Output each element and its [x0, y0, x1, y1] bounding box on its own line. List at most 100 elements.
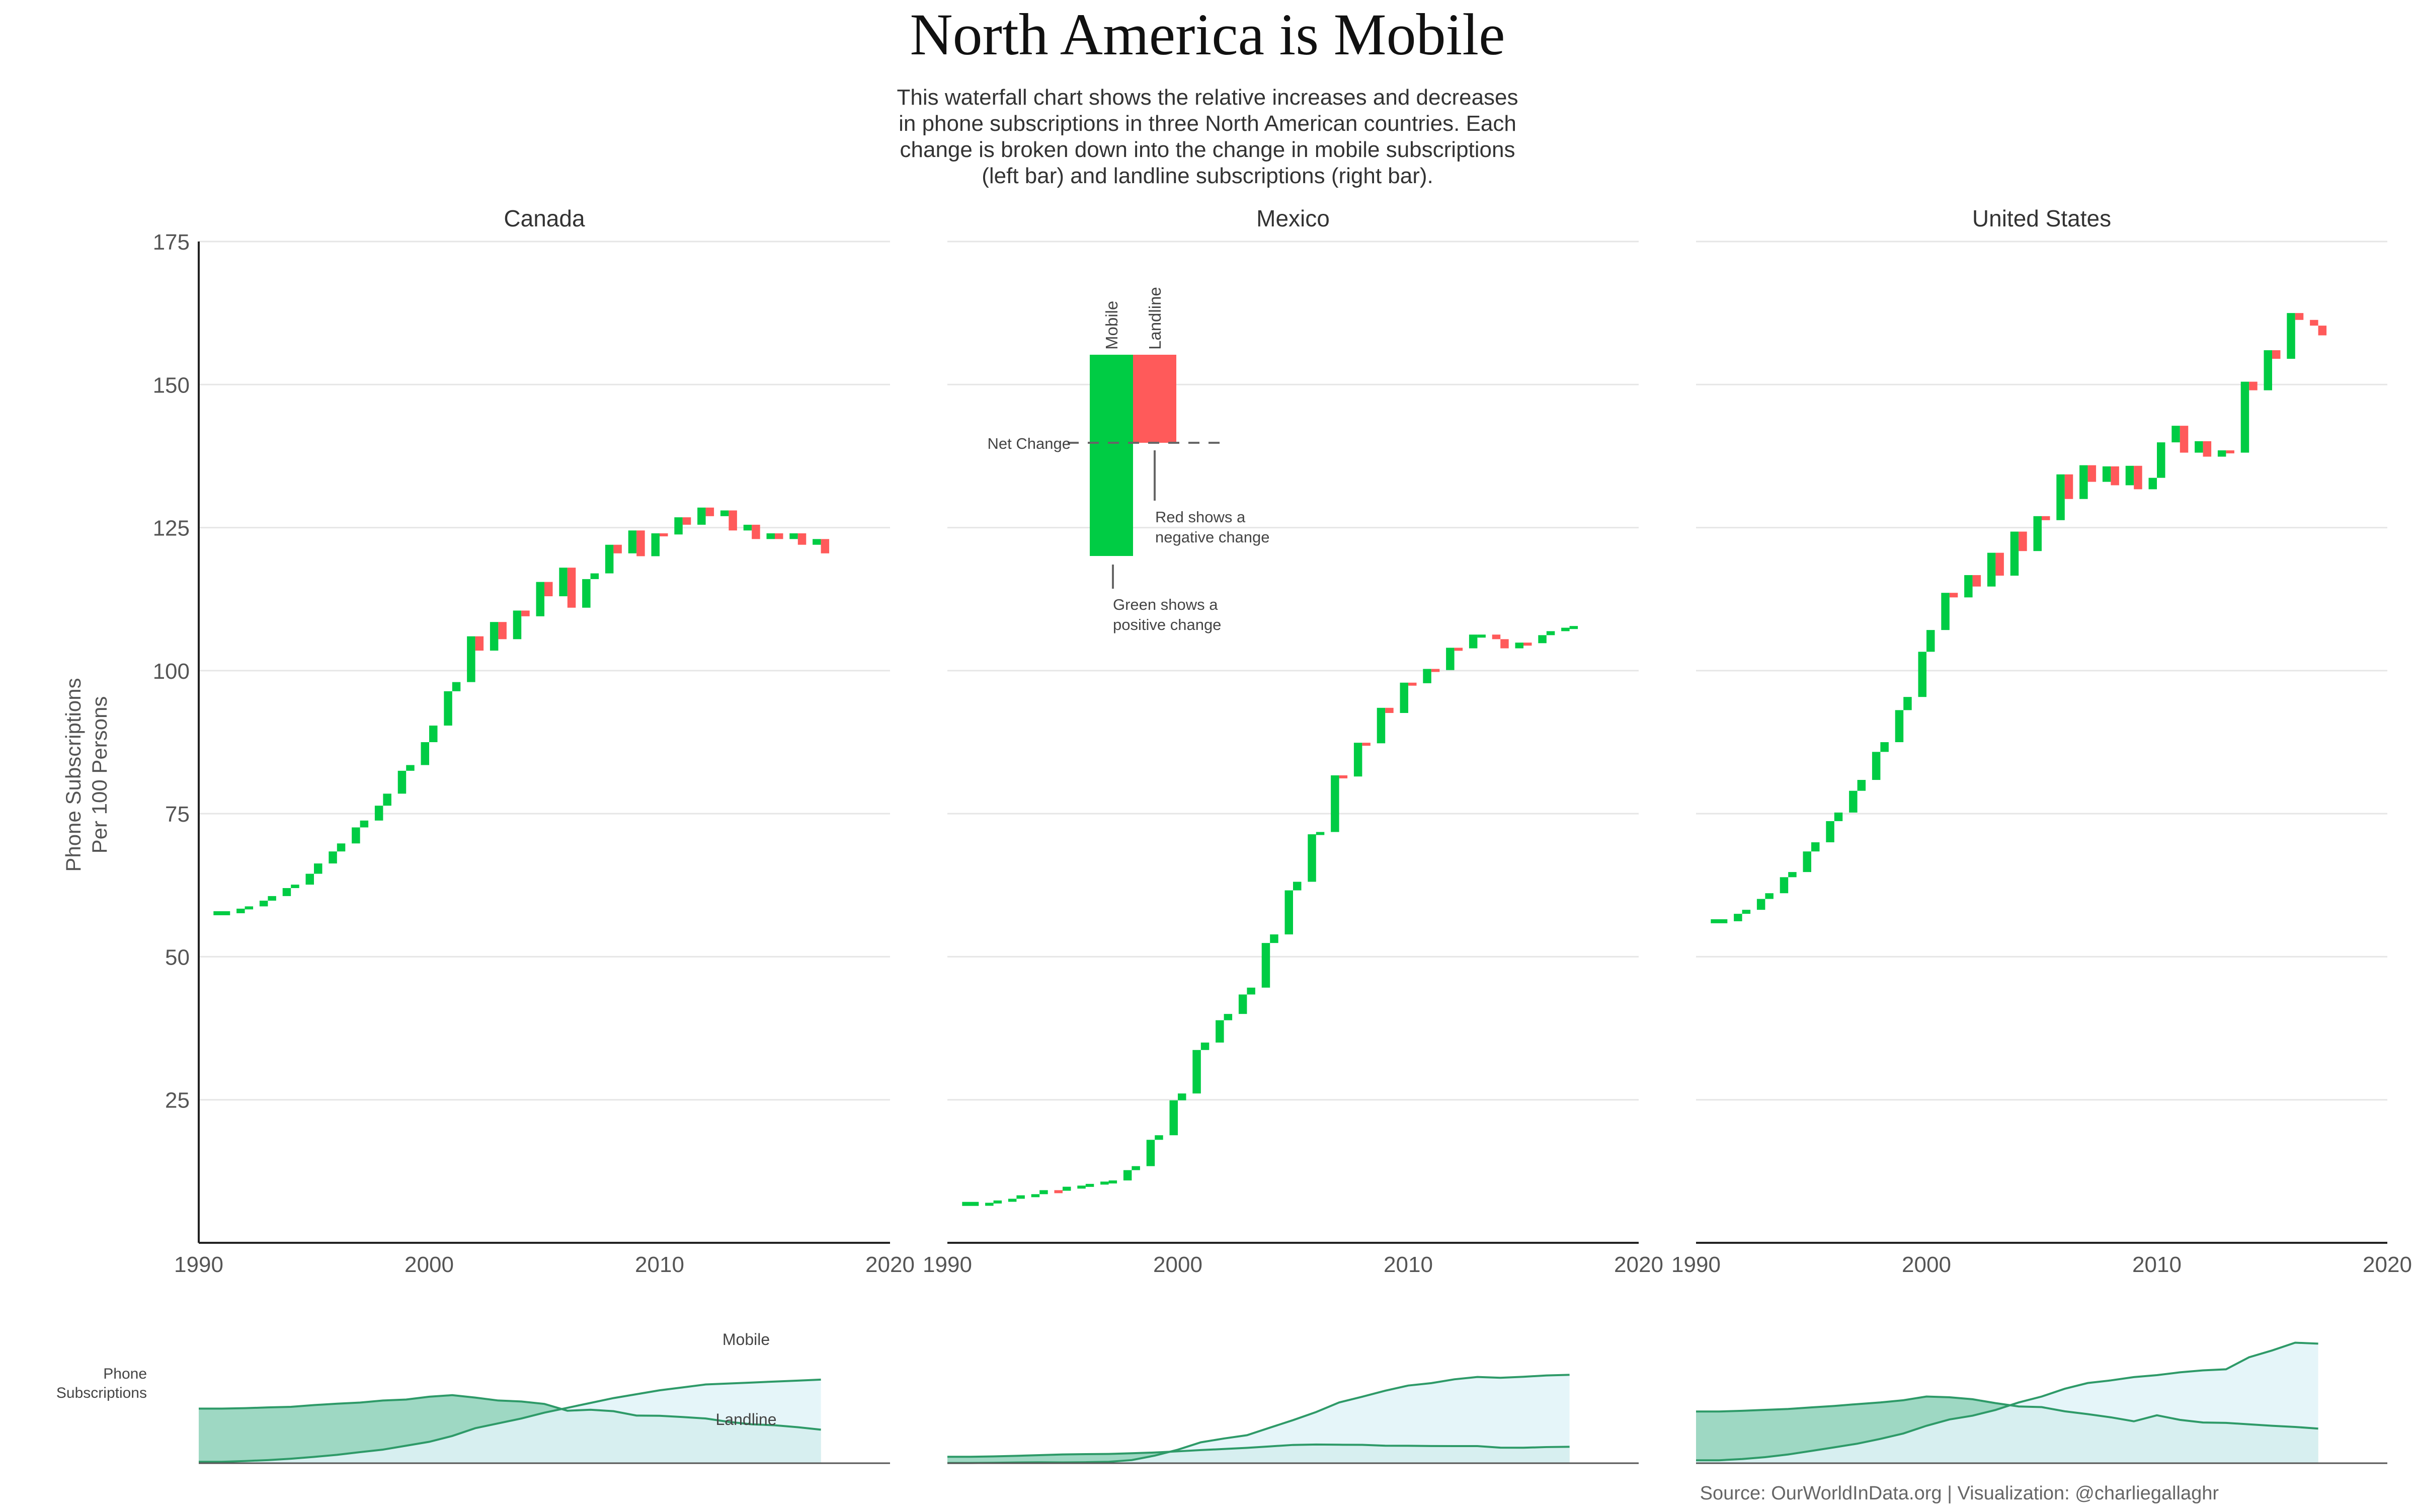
waterfall-bar-mobile — [259, 900, 268, 907]
waterfall-bar-start — [1711, 919, 1728, 923]
waterfall-bar-landline — [1016, 1195, 1025, 1199]
waterfall-bar-mobile — [1492, 634, 1501, 640]
waterfall-bar-mobile — [374, 806, 383, 821]
waterfall-bar-landline — [1811, 842, 1820, 852]
waterfall-bar-landline — [1857, 780, 1866, 791]
waterfall-bar-mobile — [1756, 899, 1765, 910]
waterfall-bar-mobile — [1031, 1194, 1040, 1198]
mini-line-mobile — [1696, 1341, 2318, 1462]
waterfall-bar-landline — [1155, 1135, 1163, 1140]
legend: Net Change Mobile Landline Red shows a negat… — [988, 287, 1270, 633]
waterfall-bar-mobile — [605, 544, 614, 574]
waterfall-bar-mobile — [2010, 531, 2019, 576]
waterfall-bar-mobile — [282, 888, 291, 896]
waterfall-bar-mobile — [1100, 1181, 1109, 1185]
waterfall-bar-landline — [1247, 987, 1255, 995]
waterfall-bar-mobile — [305, 873, 314, 885]
subtitle-line: (left bar) and landline subscriptions (r… — [982, 164, 1433, 188]
waterfall-bar-landline — [1834, 812, 1843, 821]
mini-y-label-line2: Subscriptions — [56, 1385, 147, 1401]
waterfall-bar-mobile — [2079, 465, 2088, 499]
x-tick-label: 2010 — [1384, 1252, 1433, 1277]
waterfall-bar-landline — [544, 582, 553, 597]
subtitle-line: change is broken down into the change in… — [900, 137, 1515, 162]
mini-y-label: Phone Subscriptions — [56, 1366, 147, 1401]
waterfall-bar-mobile — [743, 524, 752, 531]
waterfall-bar-mobile — [1400, 682, 1408, 713]
waterfall-bar-mobile — [1353, 743, 1362, 777]
waterfall-bar-landline — [406, 765, 415, 771]
waterfall-bar-mobile — [2195, 441, 2203, 453]
waterfall-bar-landline — [268, 896, 276, 901]
waterfall-bar-landline — [1500, 639, 1509, 649]
waterfall-bar-landline — [383, 793, 391, 806]
waterfall-bar-mobile — [1377, 707, 1386, 744]
waterfall-bar-mobile — [582, 579, 591, 608]
x-tick-label: 1990 — [1671, 1252, 1721, 1277]
waterfall-bar-mobile — [2287, 313, 2295, 359]
waterfall-bar-landline — [521, 610, 530, 616]
y-tick-label: 75 — [165, 802, 190, 827]
waterfall-bar-mobile — [1780, 877, 1789, 894]
waterfall-bar-landline — [1523, 643, 1532, 646]
waterfall-bar-mobile — [1918, 652, 1926, 697]
waterfall-bar-landline — [1063, 1186, 1071, 1191]
waterfall-bar-landline — [1995, 552, 2004, 576]
waterfall-bar-landline — [1224, 1014, 1233, 1020]
waterfall-bar-landline — [1339, 775, 1348, 778]
x-tick-label: 2000 — [1902, 1252, 1951, 1277]
waterfall-bar-mobile — [467, 636, 475, 682]
waterfall-bar-mobile — [1941, 593, 1950, 630]
waterfall-bar-mobile — [1169, 1100, 1178, 1136]
waterfall-bar-mobile — [1008, 1199, 1017, 1202]
legend-landline-bar — [1133, 355, 1176, 443]
waterfall-bar-mobile — [674, 517, 683, 535]
waterfall-bar-landline — [2226, 450, 2234, 454]
waterfall-bar-landline — [1972, 575, 1981, 587]
y-tick-label: 125 — [153, 516, 190, 541]
x-tick-label: 2020 — [865, 1252, 915, 1277]
legend-red-note: negative change — [1155, 528, 1270, 546]
mini-label-mobile: Mobile — [722, 1330, 770, 1348]
x-tick-label: 2010 — [2132, 1252, 2182, 1277]
waterfall-bar-mobile — [559, 568, 568, 597]
mini-line-mobile — [947, 1374, 1570, 1464]
waterfall-bar-landline — [1949, 593, 1958, 598]
waterfall-bar-mobile — [2217, 450, 2226, 457]
waterfall-bar-mobile — [1054, 1190, 1063, 1193]
waterfall-bar-landline — [1431, 669, 1440, 672]
waterfall-bar-landline — [1270, 934, 1278, 943]
waterfall-bar-landline — [1385, 707, 1394, 713]
x-tick-label: 2010 — [635, 1252, 684, 1277]
waterfall-bar-mobile — [2171, 426, 2180, 443]
waterfall-bar-mobile — [1216, 1020, 1224, 1043]
waterfall-bar-mobile — [985, 1203, 994, 1206]
x-tick-label: 1990 — [923, 1252, 972, 1277]
y-tick-label: 100 — [153, 659, 190, 684]
waterfall-bar-mobile — [236, 908, 245, 914]
legend-net-change-label: Net Change — [988, 435, 1071, 452]
waterfall-bar-landline — [1788, 872, 1797, 878]
waterfall-bar-mobile — [1872, 752, 1881, 780]
waterfall-bar-mobile — [1849, 790, 1858, 813]
waterfall-bar-mobile — [1734, 914, 1742, 921]
waterfall-bar-landline — [429, 726, 438, 742]
mini-area-mobile — [947, 1375, 1570, 1463]
waterfall-bar-mobile — [1146, 1140, 1155, 1166]
waterfall-bar-landline — [2295, 313, 2304, 320]
waterfall-bar-landline — [1316, 832, 1325, 835]
waterfall-bar-landline — [1085, 1183, 1094, 1187]
waterfall-bar-landline — [2203, 441, 2212, 457]
waterfall-bar-landline — [660, 533, 668, 536]
waterfall-bar-mobile — [397, 770, 407, 794]
waterfall-bar-mobile — [421, 742, 429, 765]
waterfall-bar-landline — [498, 622, 507, 640]
waterfall-bar-landline — [1454, 648, 1463, 651]
mini-line-landline — [947, 1443, 1570, 1458]
waterfall-bar-mobile — [2310, 320, 2318, 326]
waterfall-bar-landline — [797, 533, 807, 545]
mini-line-landline — [1696, 1395, 2318, 1430]
mini-area-mobile — [1696, 1342, 2318, 1463]
y-tick-label: 25 — [165, 1088, 190, 1113]
waterfall-bar-landline — [1477, 634, 1486, 638]
